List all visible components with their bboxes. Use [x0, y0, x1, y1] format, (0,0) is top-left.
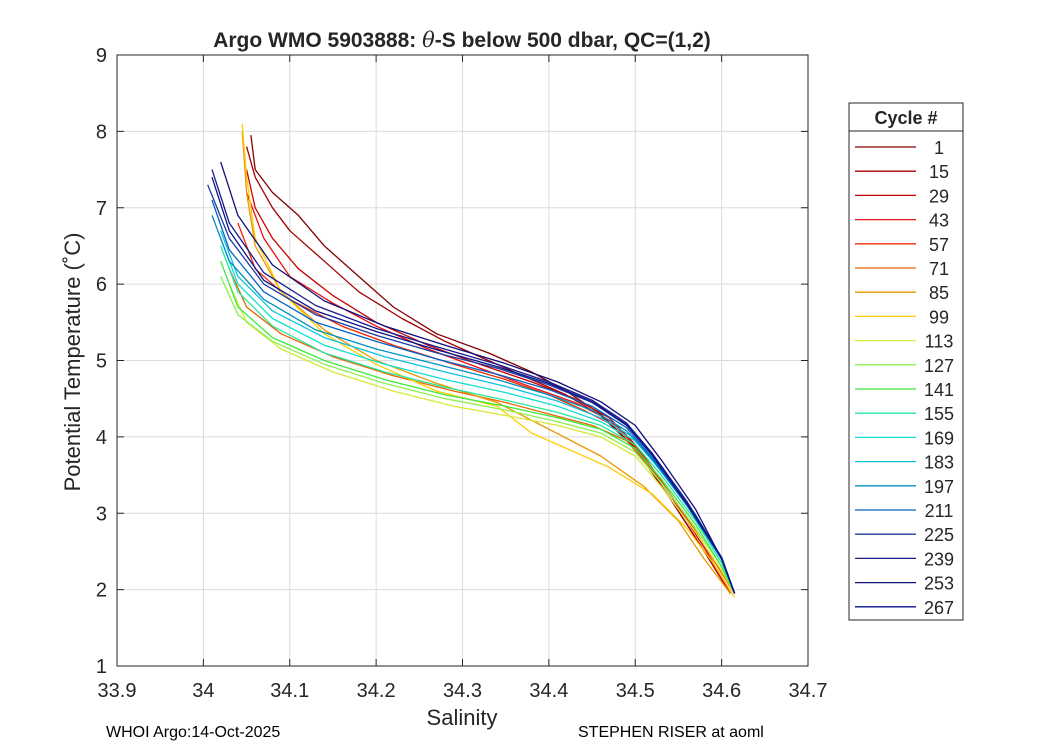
footer-author: STEPHEN RISER at aoml: [578, 724, 764, 741]
legend-label: 169: [924, 428, 954, 448]
x-tick-label: 34.6: [702, 680, 741, 702]
x-tick-label: 34.1: [270, 680, 309, 702]
y-tick-label: 7: [96, 198, 107, 220]
y-tick-label: 4: [96, 427, 107, 449]
legend-label: 57: [929, 235, 949, 255]
legend-label: 239: [924, 549, 954, 569]
x-tick-label: 34.4: [529, 680, 568, 702]
legend-label: 225: [924, 525, 954, 545]
legend-label: 43: [929, 211, 949, 231]
x-tick-label: 34: [192, 680, 214, 702]
legend-label: 127: [924, 356, 954, 376]
x-tick-label: 34.2: [357, 680, 396, 702]
tick-marks: [116, 54, 809, 667]
y-tick-label: 9: [96, 45, 107, 67]
legend-label: 253: [924, 574, 954, 594]
y-tick-label: 2: [96, 580, 107, 602]
legend-label: 141: [924, 380, 954, 400]
series-line-cycle-85: [241, 131, 731, 594]
series-line-cycle-253: [220, 161, 736, 594]
x-tick-label: 34.3: [443, 680, 482, 702]
y-tick-label: 3: [96, 503, 107, 525]
legend-label: 1: [934, 138, 944, 158]
series-line-cycle-155: [220, 245, 736, 594]
series-line-cycle-113: [228, 283, 736, 594]
legend-label: 85: [929, 283, 949, 303]
x-tick-labels: 33.9 34 34.1 34.2 34.3 34.4 34.5 34.6 34.7: [98, 680, 828, 702]
x-axis-label: Salinity: [427, 705, 498, 730]
legend-label: 183: [924, 453, 954, 473]
chart-title: Argo WMO 5903888: θ-S below 500 dbar, QC…: [213, 28, 711, 52]
y-tick-label: 5: [96, 351, 107, 373]
legend-label: 113: [925, 332, 954, 352]
x-tick-label: 34.5: [616, 680, 655, 702]
x-tick-label: 33.9: [98, 680, 137, 702]
legend: Cycle # 1 15 29 43 57 71 85 99 113 127 141 155 169 18…: [848, 102, 964, 621]
legend-label: 99: [929, 307, 949, 327]
series-line-cycle-127: [220, 276, 736, 594]
y-tick-label: 8: [96, 121, 107, 143]
legend-label: 71: [929, 259, 949, 279]
series-line-cycle-239: [211, 169, 736, 594]
series-line-cycle-211: [211, 199, 736, 594]
legend-label: 211: [925, 501, 954, 521]
y-axis-label: Potential Temperature (˚C): [60, 233, 85, 492]
legend-label: 197: [924, 477, 954, 497]
legend-label: 155: [924, 404, 954, 424]
series-lines: [207, 123, 736, 598]
legend-title: Cycle #: [874, 108, 937, 128]
series-line-cycle-267: [211, 177, 736, 594]
x-tick-label: 34.7: [789, 680, 828, 702]
series-line-cycle-141: [220, 260, 736, 594]
y-tick-labels: 1 2 3 4 5 6 7 8 9: [96, 45, 107, 678]
legend-entries: 1 15 29 43 57 71 85 99 113 127 141 155 169 183 197 211 2…: [855, 138, 954, 618]
legend-label: 29: [929, 186, 949, 206]
legend-label: 267: [924, 598, 954, 618]
y-tick-label: 6: [96, 274, 107, 296]
footer-date: WHOI Argo:14-Oct-2025: [106, 724, 281, 741]
series-line-cycle-99: [241, 123, 736, 598]
legend-label: 15: [929, 162, 949, 182]
y-tick-label: 1: [96, 656, 107, 678]
